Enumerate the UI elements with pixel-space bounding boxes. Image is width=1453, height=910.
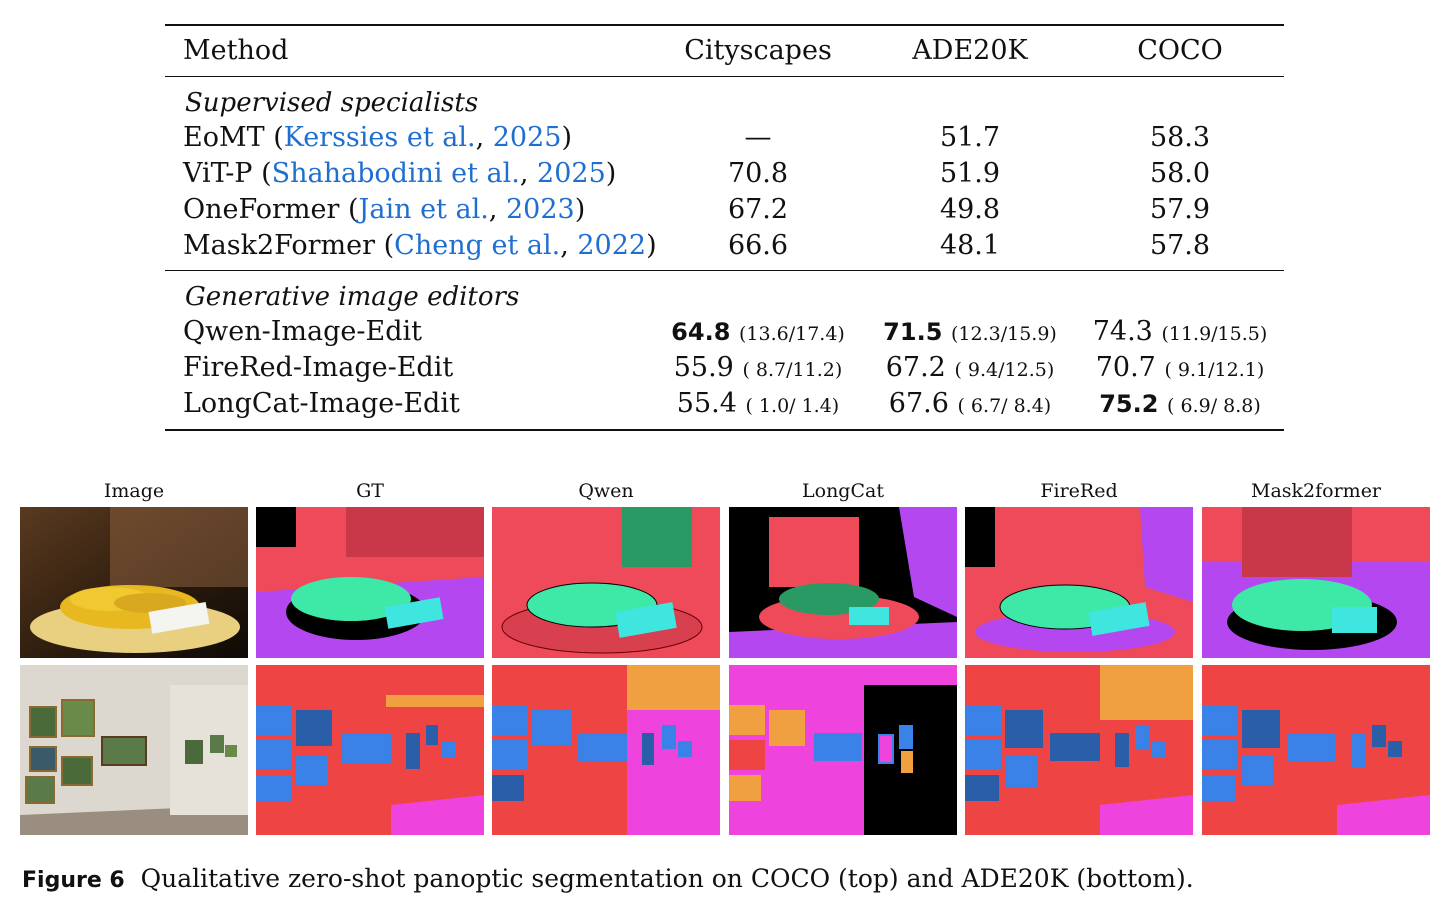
cell-cityscapes: 64.8 (13.6/17.4) [671,318,845,346]
cell-ade20k: 49.8 [939,194,1001,225]
header-method: Method [183,35,289,66]
citation-year-link[interactable]: 2025 [492,122,562,153]
header-ade20k: ADE20K [912,35,1028,66]
label-qwen: Qwen [578,480,634,502]
cell-ade20k: 67.6 ( 6.7/ 8.4) [888,388,1052,419]
bottom-rule [165,429,1284,431]
row-method-firered: FireRed-Image-Edit [183,352,454,383]
figure-caption: Figure 6 Qualitative zero-shot panoptic … [22,864,1194,893]
longcat-panel-coco [729,507,957,658]
label-mask2former: Mask2former [1250,480,1382,502]
firered-panel-coco [965,507,1193,658]
figure-label: Figure 6 [22,868,125,893]
cell-ade20k: 67.2 ( 9.4/12.5) [885,352,1055,383]
cell-cityscapes: 70.8 [727,158,789,189]
header-rule [165,76,1284,77]
cell-ade20k: 51.9 [939,158,1001,189]
header-coco: COCO [1137,35,1223,66]
citation-year-link[interactable]: 2022 [577,230,647,261]
cell-cityscapes: 66.6 [727,230,789,261]
cell-coco: 70.7 ( 9.1/12.1) [1095,352,1265,383]
row-method-mask2former: Mask2Former (Cheng et al., 2022) [183,230,657,261]
cell-ade20k: 71.5 (12.3/15.9) [883,318,1057,346]
citation-year-link[interactable]: 2025 [537,158,606,189]
row-method-oneformer: OneFormer (Jain et al., 2023) [183,194,586,225]
qwen-panel-coco [492,507,720,658]
cell-cityscapes: 55.4 ( 1.0/ 1.4) [676,388,840,419]
cell-cityscapes: — [744,122,772,153]
header-cityscapes: Cityscapes [684,35,832,66]
group-rule [165,270,1284,271]
citation-link[interactable]: Jain et al. [358,194,489,225]
label-image: Image [103,480,165,502]
citation-year-link[interactable]: 2023 [505,194,575,225]
cell-coco: 75.2 ( 6.9/ 8.8) [1099,390,1261,418]
label-firered: FireRed [1040,480,1118,502]
cell-cityscapes: 67.2 [727,194,789,225]
row-method-qwen: Qwen-Image-Edit [183,316,422,347]
citation-link[interactable]: Cheng et al. [394,230,561,261]
cell-coco: 57.8 [1149,230,1211,261]
mask2former-panel-coco [1202,507,1430,658]
citation-link[interactable]: Shahabodini et al. [271,158,520,189]
caption-text: Qualitative zero-shot panoptic segmentat… [140,864,1194,893]
cell-coco: 58.0 [1149,158,1211,189]
group-title-supervised: Supervised specialists [185,88,479,118]
top-rule [165,24,1284,26]
cell-coco: 74.3 (11.9/15.5) [1092,316,1268,347]
firered-panel-ade20k [965,665,1193,835]
group-title-generative: Generative image editors [185,282,520,312]
image-panel-ade20k [20,665,248,835]
gt-panel-ade20k [256,665,484,835]
citation-link[interactable]: Kerssies et al. [283,122,476,153]
cell-coco: 57.9 [1149,194,1211,225]
label-gt: GT [356,480,384,502]
label-longcat: LongCat [802,480,884,502]
cell-ade20k: 51.7 [939,122,1001,153]
cell-cityscapes: 55.9 ( 8.7/11.2) [673,352,843,383]
longcat-panel-ade20k [729,665,957,835]
row-method-vitp: ViT-P (Shahabodini et al., 2025) [183,158,617,189]
row-method-longcat: LongCat-Image-Edit [183,388,460,419]
image-panel-coco [20,507,248,658]
cell-ade20k: 48.1 [939,230,1001,261]
qwen-panel-ade20k [492,665,720,835]
row-method-eomt: EoMT (Kerssies et al., 2025) [183,122,573,153]
mask2former-panel-ade20k [1202,665,1430,835]
gt-panel-coco [256,507,484,658]
cell-coco: 58.3 [1149,122,1211,153]
